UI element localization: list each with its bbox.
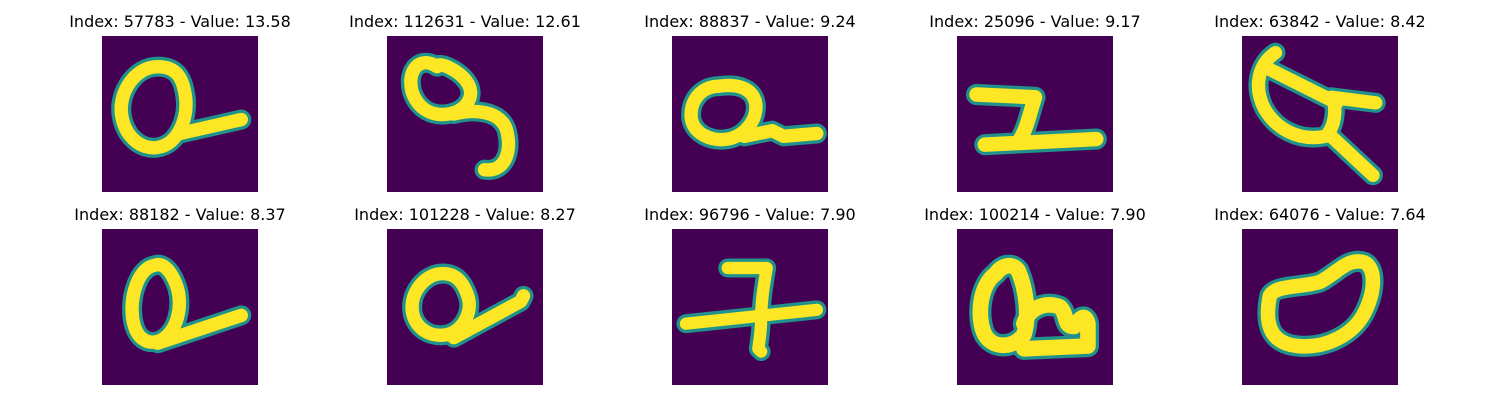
digit-image <box>1242 36 1398 192</box>
panel-title: Index: 63842 - Value: 8.42 <box>1180 12 1460 32</box>
digit-image <box>672 229 828 385</box>
panel-title: Index: 25096 - Value: 9.17 <box>895 12 1175 32</box>
digit-image <box>957 229 1113 385</box>
panel-title: Index: 100214 - Value: 7.90 <box>895 205 1175 225</box>
digit-heatmap <box>672 229 828 385</box>
panel-title: Index: 64076 - Value: 7.64 <box>1180 205 1460 225</box>
panel-title: Index: 101228 - Value: 8.27 <box>325 205 605 225</box>
digit-image <box>102 229 258 385</box>
image-panel-4: Index: 25096 - Value: 9.17 <box>895 12 1175 202</box>
image-panel-10: Index: 64076 - Value: 7.64 <box>1180 205 1460 395</box>
digit-image <box>387 229 543 385</box>
image-panel-7: Index: 101228 - Value: 8.27 <box>325 205 605 395</box>
digit-image <box>1242 229 1398 385</box>
digit-heatmap <box>387 36 543 192</box>
digit-image <box>672 36 828 192</box>
image-panel-9: Index: 100214 - Value: 7.90 <box>895 205 1175 395</box>
image-panel-8: Index: 96796 - Value: 7.90 <box>610 205 890 395</box>
image-panel-5: Index: 63842 - Value: 8.42 <box>1180 12 1460 202</box>
digit-image <box>102 36 258 192</box>
digit-heatmap <box>957 229 1113 385</box>
digit-heatmap <box>102 229 258 385</box>
panel-title: Index: 88182 - Value: 8.37 <box>40 205 320 225</box>
digit-heatmap <box>1242 229 1398 385</box>
panel-title: Index: 88837 - Value: 9.24 <box>610 12 890 32</box>
digit-heatmap <box>672 36 828 192</box>
digit-heatmap <box>957 36 1113 192</box>
panel-title: Index: 112631 - Value: 12.61 <box>325 12 605 32</box>
digit-image <box>387 36 543 192</box>
digit-heatmap <box>102 36 258 192</box>
image-panel-6: Index: 88182 - Value: 8.37 <box>40 205 320 395</box>
digit-heatmap <box>387 229 543 385</box>
panel-title: Index: 96796 - Value: 7.90 <box>610 205 890 225</box>
image-panel-1: Index: 57783 - Value: 13.58 <box>40 12 320 202</box>
image-panel-2: Index: 112631 - Value: 12.61 <box>325 12 605 202</box>
digit-heatmap <box>1242 36 1398 192</box>
panel-title: Index: 57783 - Value: 13.58 <box>40 12 320 32</box>
image-panel-3: Index: 88837 - Value: 9.24 <box>610 12 890 202</box>
digit-image <box>957 36 1113 192</box>
